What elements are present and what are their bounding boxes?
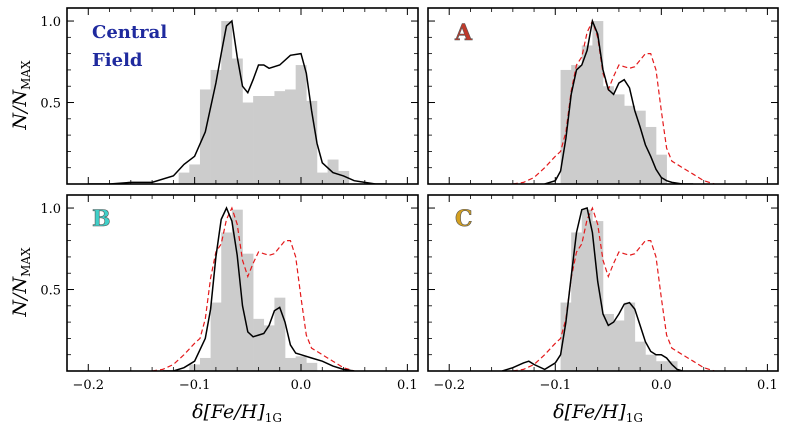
histogram-bar bbox=[634, 341, 646, 371]
y-tick-label: 0.5 bbox=[40, 97, 61, 112]
y-axis-label-subscript: MAX bbox=[19, 60, 33, 90]
histogram-bar bbox=[560, 302, 572, 371]
histogram-bar bbox=[231, 58, 243, 184]
histogram-bar bbox=[221, 232, 233, 371]
panel-frame bbox=[66, 194, 419, 372]
panel-label-A: A bbox=[454, 20, 473, 46]
histogram-bar bbox=[571, 232, 583, 371]
y-tick-label: 1.0 bbox=[40, 15, 61, 30]
histogram-bar bbox=[231, 209, 243, 371]
kde-line bbox=[501, 207, 683, 371]
histogram-bar bbox=[306, 362, 318, 371]
x-axis-label-text: δ[Fe/H] bbox=[553, 401, 626, 423]
x-axis-label-left: δ[Fe/H]1G bbox=[192, 401, 282, 425]
histogram-bar bbox=[189, 164, 201, 184]
histogram-bar bbox=[581, 209, 593, 371]
histogram-bar bbox=[603, 313, 614, 371]
histogram-bar bbox=[253, 96, 265, 184]
kde-line bbox=[544, 18, 694, 184]
histogram-bar bbox=[571, 65, 583, 184]
x-axis-label-text: δ[Fe/H] bbox=[192, 401, 265, 423]
histogram-bar bbox=[263, 96, 275, 184]
x-tick-label: 0.1 bbox=[757, 378, 778, 393]
histogram-bar bbox=[592, 221, 604, 371]
histogram-bar bbox=[656, 154, 667, 184]
histogram-bar bbox=[242, 253, 254, 371]
x-axis-label-right: δ[Fe/H]1G bbox=[553, 401, 643, 425]
histogram-bar bbox=[178, 172, 190, 184]
panel-label-central: Central bbox=[92, 22, 167, 43]
histogram-bar bbox=[338, 170, 350, 184]
histogram-bar bbox=[316, 172, 328, 184]
histogram-bar bbox=[274, 297, 286, 371]
panel-frame bbox=[427, 7, 779, 185]
x-tick-label: −0.1 bbox=[179, 378, 211, 393]
x-axis-label-subscript: 1G bbox=[265, 411, 282, 425]
histogram-bar bbox=[645, 354, 657, 371]
histogram-bar bbox=[634, 110, 646, 184]
y-axis-label-top: N/NMAX bbox=[9, 60, 33, 131]
svg-text:N/NMAX: N/NMAX bbox=[9, 247, 33, 318]
plot-area bbox=[88, 19, 387, 184]
svg-text:N/NMAX: N/NMAX bbox=[9, 60, 33, 131]
panel-label-central: Field bbox=[92, 50, 143, 71]
y-tick-label: 0.5 bbox=[40, 284, 61, 299]
histogram-bar bbox=[274, 91, 286, 184]
y-axis-label-bottom: N/NMAX bbox=[9, 247, 33, 318]
panel-B: −0.2 −0.1 0.0 0.1 0.5 1.0 B bbox=[40, 194, 419, 393]
histogram-bar bbox=[221, 21, 233, 184]
plot-area bbox=[152, 206, 355, 371]
histogram-bar bbox=[295, 356, 307, 371]
panel-frame bbox=[66, 7, 419, 185]
panel-frame bbox=[427, 194, 779, 372]
x-tick-label: −0.2 bbox=[72, 378, 104, 393]
y-axis-label-text: N/N bbox=[9, 89, 31, 131]
x-tick-label: 0.0 bbox=[651, 378, 672, 393]
kde-line bbox=[88, 19, 387, 184]
histogram-bar bbox=[285, 89, 296, 184]
histogram-bar bbox=[666, 361, 678, 371]
histogram-bar bbox=[253, 318, 265, 371]
histogram-bar bbox=[613, 94, 625, 184]
plot-area bbox=[501, 206, 715, 371]
panel-C: −0.2 −0.1 0.0 0.1 C bbox=[427, 194, 779, 393]
histogram-bar bbox=[210, 302, 222, 371]
x-tick-label: −0.2 bbox=[433, 378, 465, 393]
histogram-bar bbox=[199, 357, 211, 371]
histogram-bar bbox=[295, 65, 307, 184]
histogram-bar bbox=[624, 302, 636, 371]
y-axis-label-subscript: MAX bbox=[19, 247, 33, 277]
panel-label-B: B bbox=[92, 206, 111, 232]
panel-label-C: C bbox=[455, 206, 473, 232]
histogram-bar bbox=[199, 89, 211, 184]
plot-area bbox=[512, 18, 715, 184]
histogram-bar bbox=[306, 100, 318, 184]
x-tick-label: 0.0 bbox=[291, 378, 312, 393]
x-tick-label: −0.1 bbox=[539, 378, 571, 393]
y-axis-label-text: N/N bbox=[9, 276, 31, 318]
panel-central: 0.5 1.0 Central Field bbox=[40, 7, 419, 185]
histogram-bar bbox=[624, 105, 636, 184]
histogram-bar bbox=[603, 86, 614, 184]
panel-A: A bbox=[427, 7, 779, 185]
histogram-bar bbox=[613, 320, 625, 371]
y-tick-label: 1.0 bbox=[40, 202, 61, 217]
histogram-bar bbox=[285, 357, 296, 371]
x-axis-label-subscript: 1G bbox=[626, 411, 643, 425]
histogram-bar bbox=[263, 325, 275, 371]
panels-group: 0.5 1.0 Central Field A −0.2 −0.1 0.0 0.1 0.5 1.0 B… bbox=[40, 7, 779, 393]
x-tick-label: 0.1 bbox=[397, 378, 418, 393]
kde-line bbox=[162, 206, 355, 371]
histogram-bar bbox=[581, 45, 593, 184]
histogram-bar bbox=[592, 21, 604, 184]
histogram-bar bbox=[210, 69, 222, 184]
histogram-bar bbox=[242, 102, 254, 184]
